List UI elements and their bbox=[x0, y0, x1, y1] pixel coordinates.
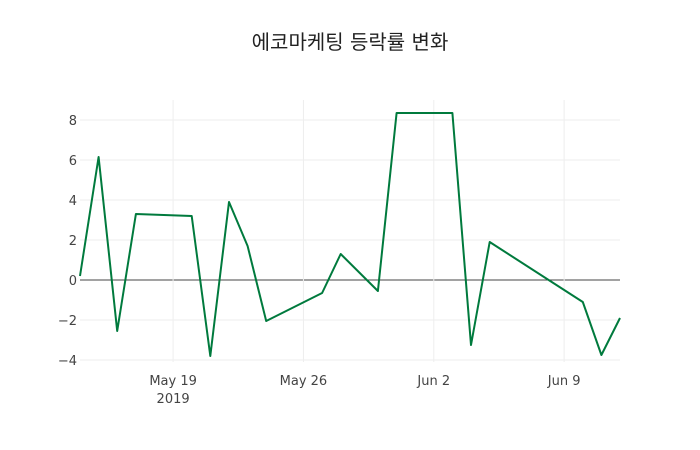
y-tick-label: 4 bbox=[69, 194, 77, 209]
chart-title: 에코마케팅 등락률 변화 bbox=[252, 30, 449, 54]
x-tick-label: Jun 2 bbox=[416, 374, 450, 389]
x-tick-label: Jun 9 bbox=[547, 374, 581, 389]
y-tick-label: −2 bbox=[58, 314, 77, 329]
x-tick-label: May 26 bbox=[280, 374, 328, 389]
x-tick-label: May 19 bbox=[149, 374, 197, 389]
x-tick-year-label: 2019 bbox=[157, 392, 190, 407]
y-tick-label: 6 bbox=[69, 154, 77, 169]
y-tick-label: 2 bbox=[69, 234, 77, 249]
y-tick-label: 8 bbox=[69, 114, 77, 129]
y-tick-label: −4 bbox=[58, 354, 77, 369]
y-tick-label: 0 bbox=[69, 274, 77, 289]
